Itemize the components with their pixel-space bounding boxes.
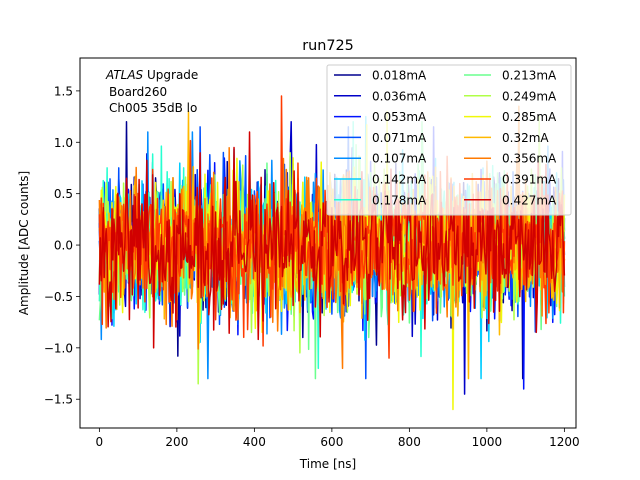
legend-entry: 0.391mA <box>502 173 557 187</box>
y-tick-label: −1.0 <box>44 341 73 355</box>
y-tick-label: 0.5 <box>54 187 73 201</box>
x-axis-label: Time [ns] <box>299 457 356 471</box>
annotation-line-1: ATLAS Upgrade <box>105 68 198 82</box>
legend-entry: 0.018mA <box>372 69 427 83</box>
legend-entry: 0.107mA <box>372 152 427 166</box>
y-tick-label: −1.5 <box>44 393 73 407</box>
x-tick-label: 400 <box>243 435 266 449</box>
legend-entry: 0.142mA <box>372 173 427 187</box>
x-tick-label: 0 <box>96 435 104 449</box>
y-axis-label: Amplitude [ADC counts] <box>17 171 31 315</box>
legend: 0.018mA 0.036mA 0.053mA 0.071mA 0.107mA 0.142… <box>326 64 572 216</box>
y-tick-label: 0.0 <box>54 239 73 253</box>
legend-box <box>326 64 572 216</box>
annotation-line-3: Ch005 35dB lo <box>109 101 197 115</box>
legend-entry: 0.285mA <box>502 110 557 124</box>
legend-entry: 0.427mA <box>502 193 557 207</box>
chart-title: run725 <box>302 38 354 54</box>
legend-entry: 0.249mA <box>502 89 557 103</box>
legend-entry: 0.053mA <box>372 110 427 124</box>
legend-entry: 0.213mA <box>502 69 557 83</box>
x-tick-label: 1000 <box>472 435 503 449</box>
upgrade-label: Upgrade <box>143 68 198 82</box>
y-tick-label: 1.0 <box>54 136 73 150</box>
x-axis-ticks: 0 200 400 600 800 1000 1200 <box>96 428 580 449</box>
atlas-label: ATLAS <box>105 68 144 82</box>
legend-entry: 0.071mA <box>372 131 427 145</box>
axes-frame <box>79 57 577 429</box>
x-tick-label: 600 <box>320 435 343 449</box>
y-tick-label: 1.5 <box>54 84 73 98</box>
x-tick-label: 800 <box>398 435 421 449</box>
legend-entry: 0.036mA <box>372 89 427 103</box>
legend-entry: 0.32mA <box>502 131 549 145</box>
annotation-line-2: Board260 <box>109 85 167 99</box>
y-tick-label: −0.5 <box>44 290 73 304</box>
legend-entry: 0.178mA <box>372 193 427 207</box>
legend-entry: 0.356mA <box>502 152 557 166</box>
y-axis-ticks: −1.5 −1.0 −0.5 0.0 0.5 1.0 1.5 <box>44 84 80 407</box>
x-tick-label: 1200 <box>549 435 580 449</box>
x-tick-label: 200 <box>165 435 188 449</box>
atlas-annotation: ATLAS Upgrade Board260 Ch005 35dB lo <box>105 68 198 115</box>
